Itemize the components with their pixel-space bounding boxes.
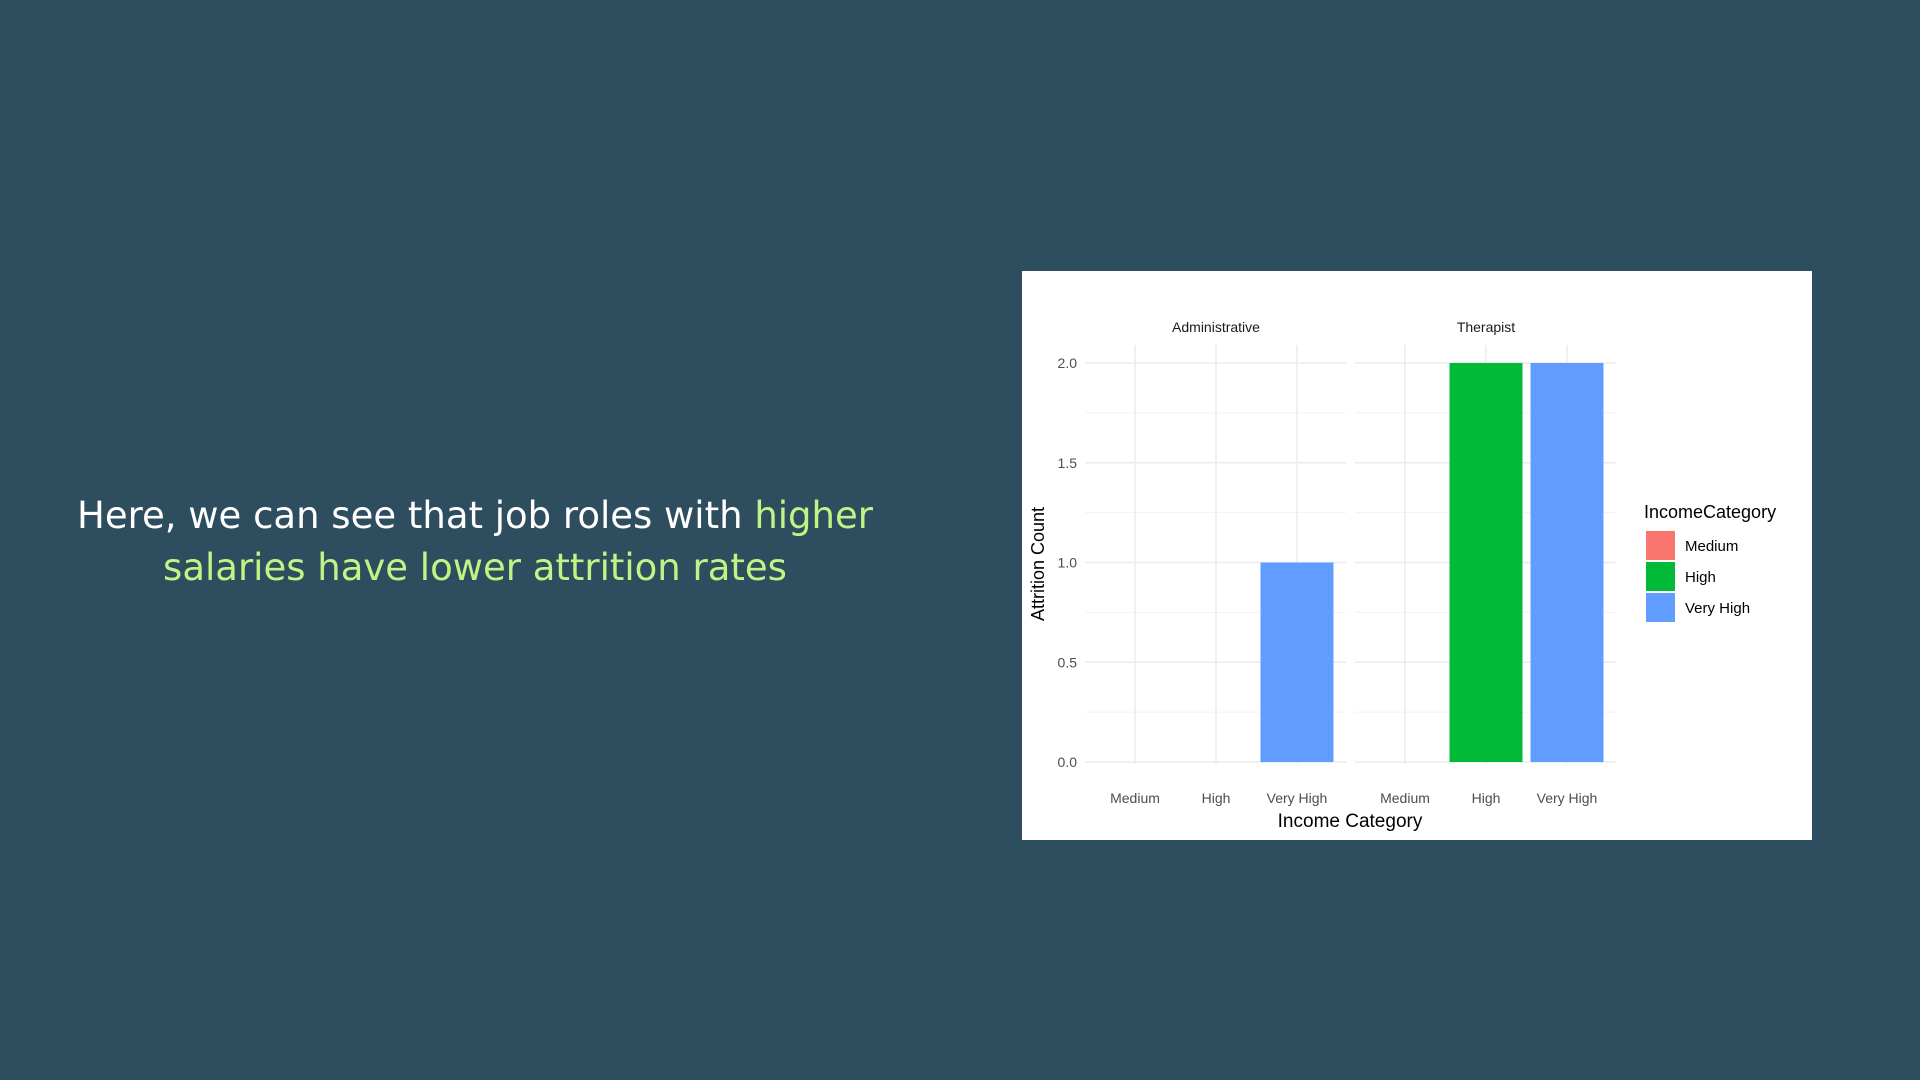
y-tick-label: 0.0 [1058, 754, 1078, 770]
x-tick-label: Medium [1110, 790, 1160, 806]
x-axis-label: Income Category [1278, 811, 1423, 832]
legend-swatch-high [1646, 562, 1675, 591]
slide-caption: Here, we can see that job roles with hig… [60, 490, 890, 594]
chart-card: 0.0 0.5 1.0 1.5 2.0 Medium High Very High Mediu… [1022, 271, 1812, 840]
y-tick-label: 2.0 [1058, 355, 1078, 371]
y-tick-label: 0.5 [1058, 654, 1078, 670]
x-tick-label: Medium [1380, 790, 1430, 806]
legend-label: Medium [1685, 538, 1738, 555]
bar-therapist-very-high [1530, 363, 1604, 762]
x-tick-label: Very High [1537, 790, 1598, 806]
facet-label-therapist: Therapist [1457, 319, 1515, 335]
legend: IncomeCategory Medium High Very High [1644, 502, 1776, 622]
x-tick-label: Very High [1267, 790, 1328, 806]
y-tick-label: 1.5 [1058, 455, 1078, 471]
legend-title: IncomeCategory [1644, 502, 1776, 522]
caption-text: Here, we can see that job roles with [77, 494, 755, 537]
y-tick-label: 1.0 [1058, 555, 1078, 571]
caption-highlight: higher salaries have lower attrition rat… [163, 494, 873, 589]
income-attrition-chart: 0.0 0.5 1.0 1.5 2.0 Medium High Very High Mediu… [1028, 319, 1776, 832]
x-tick-label: High [1202, 790, 1231, 806]
bar-administrative-very-high [1260, 562, 1334, 762]
y-axis-label: Attrition Count [1028, 507, 1048, 621]
legend-label: High [1685, 569, 1716, 586]
bar-therapist-high [1449, 363, 1523, 762]
legend-label: Very High [1685, 600, 1750, 617]
legend-swatch-very-high [1646, 593, 1675, 622]
facet-label-administrative: Administrative [1172, 319, 1260, 335]
x-tick-label: High [1472, 790, 1501, 806]
legend-swatch-medium [1646, 531, 1675, 560]
